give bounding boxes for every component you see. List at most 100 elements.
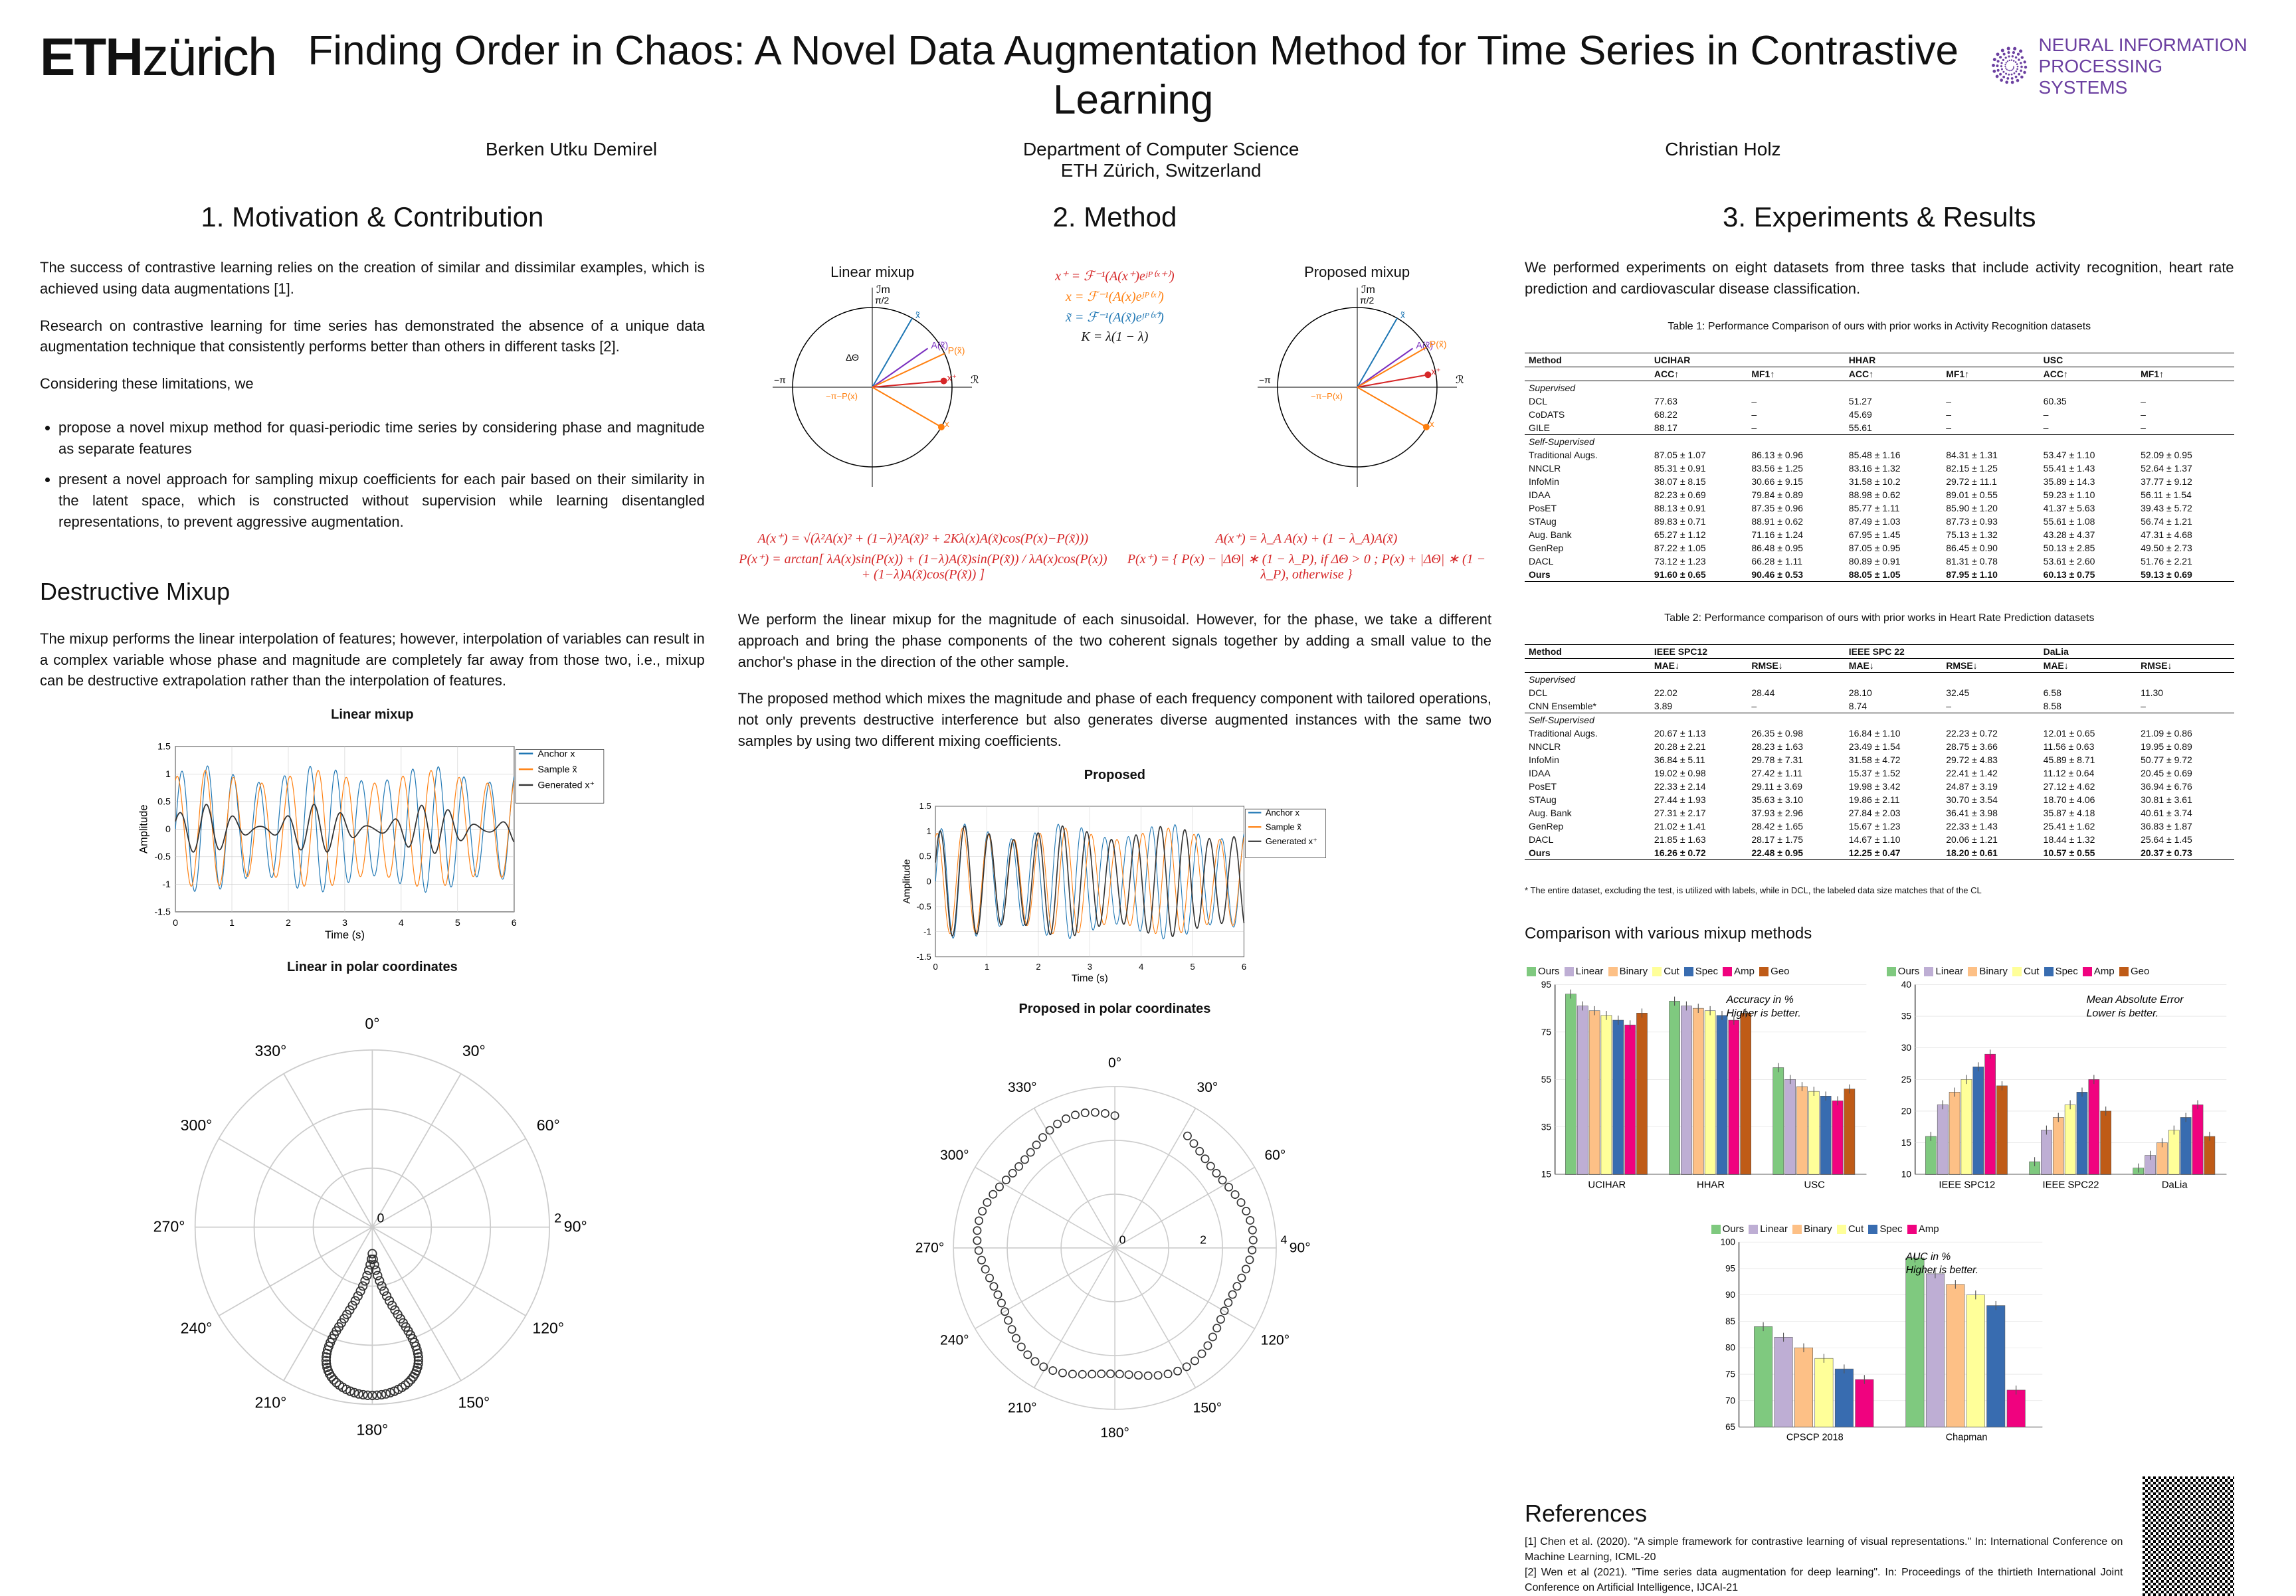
svg-text:HHAR: HHAR (1697, 1180, 1725, 1190)
ts-proposed-title: Proposed (738, 768, 1491, 783)
svg-text:-1.5: -1.5 (916, 952, 931, 962)
svg-text:UCIHAR: UCIHAR (1588, 1180, 1626, 1190)
svg-text:2: 2 (554, 1211, 561, 1225)
svg-text:35: 35 (1541, 1122, 1552, 1132)
svg-text:0°: 0° (365, 1014, 379, 1031)
polar-proposed-title: Proposed in polar coordinates (738, 1002, 1491, 1017)
svg-text:95: 95 (1725, 1264, 1735, 1274)
s1-bullets: propose a novel mixup method for quasi-p… (40, 417, 705, 541)
svg-text:0: 0 (926, 877, 931, 887)
svg-text:−π−P(x): −π−P(x) (826, 391, 858, 401)
svg-text:1: 1 (926, 826, 931, 836)
svg-text:30: 30 (1901, 1043, 1912, 1053)
destructive-heading: Destructive Mixup (40, 578, 705, 606)
svg-text:95: 95 (1541, 980, 1552, 990)
bar-chart-2: 10152025303540IEEE SPC12IEEE SPC22DaLiaM… (1885, 977, 2234, 1205)
svg-text:85: 85 (1725, 1316, 1735, 1326)
svg-text:AUC in %: AUC in % (1905, 1251, 1951, 1263)
svg-text:0.5: 0.5 (157, 797, 171, 808)
unit-circle-row: Linear mixup ℐmℛeπ/2−πx̃A(x̃)P(x̃)x⁺x−π−… (738, 264, 1491, 497)
svg-text:240°: 240° (940, 1333, 969, 1348)
unit-circle-proposed-svg: ℐmℛeπ/2−πx̃A(x̃)P(x̃)x⁺x−π−P(x) (1251, 281, 1464, 493)
svg-text:90: 90 (1725, 1290, 1735, 1300)
svg-text:120°: 120° (1260, 1333, 1290, 1348)
svg-text:P(x̃): P(x̃) (1430, 339, 1447, 349)
svg-text:180°: 180° (1100, 1425, 1129, 1441)
s1-b1: propose a novel mixup method for quasi-p… (58, 417, 705, 460)
svg-text:240°: 240° (181, 1319, 213, 1336)
svg-text:4: 4 (1139, 962, 1143, 972)
svg-text:6: 6 (1242, 962, 1246, 972)
svg-text:120°: 120° (532, 1319, 564, 1336)
svg-text:150°: 150° (1193, 1401, 1222, 1416)
svg-text:Anchor x: Anchor x (537, 749, 575, 760)
svg-text:Generated x⁺: Generated x⁺ (537, 780, 595, 791)
title-block: Finding Order in Chaos: A Novel Data Aug… (302, 27, 1964, 181)
svg-text:10: 10 (1901, 1169, 1912, 1179)
svg-text:Mean Absolute Error: Mean Absolute Error (2086, 994, 2184, 1005)
svg-text:15: 15 (1541, 1169, 1552, 1179)
eth-logo: ETHzürich (40, 27, 276, 88)
svg-text:1.5: 1.5 (919, 801, 931, 811)
svg-text:π/2: π/2 (875, 295, 890, 306)
svg-text:Chapman: Chapman (1945, 1433, 1987, 1443)
svg-text:5: 5 (455, 918, 460, 929)
svg-text:270°: 270° (153, 1217, 185, 1235)
svg-text:x: x (1430, 418, 1434, 429)
column-right: 3. Experiments & Results We performed ex… (1525, 201, 2234, 1463)
s2-p1: We perform the linear mixup for the magn… (738, 609, 1491, 673)
svg-text:5: 5 (1190, 962, 1195, 972)
svg-text:-0.5: -0.5 (154, 852, 171, 863)
svg-text:210°: 210° (255, 1393, 287, 1411)
svg-text:x: x (945, 418, 949, 429)
s1-b2: present a novel approach for sampling mi… (58, 469, 705, 533)
s2-p2: The proposed method which mixes the magn… (738, 688, 1491, 752)
svg-text:−π: −π (774, 375, 786, 385)
polar-plot-proposed: 0°30°60°90°120°150°180°210°240°270°300°3… (738, 1033, 1491, 1463)
circle-proposed: Proposed mixup ℐmℛeπ/2−πx̃A(x̃)P(x̃)x⁺x−… (1251, 264, 1464, 497)
svg-text:300°: 300° (940, 1148, 969, 1163)
svg-text:80: 80 (1725, 1343, 1735, 1353)
svg-text:210°: 210° (1008, 1401, 1037, 1416)
neurips-logo: NEURAL INFORMATION PROCESSING SYSTEMS (1990, 27, 2256, 106)
poster-body: 1. Motivation & Contribution The success… (40, 201, 2256, 1463)
svg-text:330°: 330° (1008, 1080, 1037, 1095)
svg-text:0°: 0° (1108, 1055, 1121, 1071)
author-1: Berken Utku Demirel (486, 139, 657, 181)
svg-text:Time (s): Time (s) (325, 929, 365, 941)
ts-plot-linear: -1.5-1-0.500.511.50123456Time (s)Amplitu… (40, 739, 705, 943)
table2-caption: Table 2: Performance comparison of ours … (1525, 612, 2234, 624)
svg-text:30°: 30° (1196, 1080, 1218, 1095)
svg-text:ΔΘ: ΔΘ (846, 352, 859, 363)
svg-text:1: 1 (985, 962, 989, 972)
svg-text:x⁺: x⁺ (947, 372, 957, 383)
svg-text:x⁺: x⁺ (1431, 366, 1440, 377)
svg-text:0: 0 (377, 1211, 385, 1225)
authors: Berken Utku Demirel Department of Comput… (302, 139, 1964, 181)
svg-text:-1: -1 (162, 879, 171, 890)
neurips-icon (1990, 27, 2030, 106)
svg-text:35: 35 (1901, 1011, 1912, 1021)
qr-code (2143, 1476, 2234, 1596)
unit-circle-linear-svg: ℐmℛeπ/2−πx̃A(x̃)P(x̃)x⁺x−π−P(x)ΔΘ (766, 281, 979, 493)
svg-text:60°: 60° (1264, 1148, 1286, 1163)
svg-text:-1: -1 (923, 927, 931, 936)
svg-text:25: 25 (1901, 1074, 1912, 1084)
svg-text:Amplitude: Amplitude (901, 859, 912, 904)
svg-text:300°: 300° (181, 1116, 213, 1133)
svg-text:-0.5: -0.5 (916, 901, 931, 911)
column-middle: 2. Method Linear mixup ℐmℛeπ/2−πx̃A(x̃)P… (738, 201, 1491, 1463)
polar-linear-title: Linear in polar coordinates (40, 960, 705, 975)
svg-text:0: 0 (933, 962, 937, 972)
svg-text:6: 6 (512, 918, 517, 929)
s1-p1: The success of contrastive learning reli… (40, 257, 705, 300)
bar-chart-3: 65707580859095100CPSCP 2018ChapmanAUC in… (1709, 1235, 2050, 1457)
svg-text:330°: 330° (255, 1041, 287, 1059)
svg-text:1: 1 (229, 918, 235, 929)
svg-text:-1.5: -1.5 (154, 907, 171, 918)
svg-text:30°: 30° (462, 1041, 486, 1059)
svg-text:1: 1 (165, 769, 171, 780)
section3-heading: 3. Experiments & Results (1525, 201, 2234, 233)
section2-heading: 2. Method (738, 201, 1491, 233)
svg-text:2: 2 (286, 918, 291, 929)
